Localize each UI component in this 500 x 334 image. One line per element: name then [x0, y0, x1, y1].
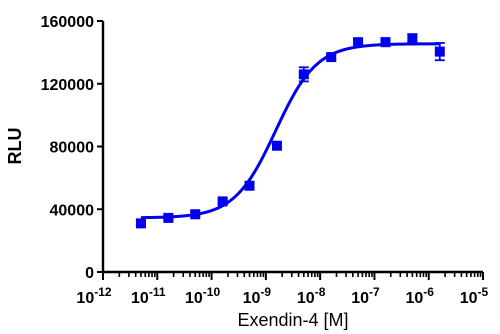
point-marker: [217, 196, 228, 207]
point-marker: [190, 209, 201, 220]
data-point: [217, 196, 228, 207]
data-point: [190, 209, 201, 220]
y-tick-label: 160000: [41, 14, 94, 31]
y-tick-label: 80000: [50, 140, 95, 157]
data-point: [298, 66, 309, 83]
point-marker: [163, 212, 174, 223]
point-marker: [407, 33, 418, 44]
data-point: [434, 42, 445, 62]
x-tick-label: 10-11: [131, 285, 166, 307]
data-point: [353, 37, 364, 48]
point-marker: [434, 46, 445, 57]
data-point: [271, 140, 282, 151]
y-axis-ticks: 0 40000 80000 120000 160000: [41, 14, 103, 282]
y-tick-label: 0: [85, 265, 94, 282]
x-tick-label: 10-6: [405, 285, 434, 307]
x-axis-ticks: 10-12 10-11 10-10 10-9 10-8 10-7 10-6 10-5: [76, 272, 489, 307]
x-axis-title: Exendin-4 [M]: [237, 310, 348, 330]
x-tick-label: 10-5: [460, 285, 489, 307]
point-marker: [353, 37, 364, 48]
x-tick-label: 10-10: [185, 285, 220, 307]
fit-curve: [140, 42, 440, 220]
x-tick-label: 10-7: [351, 285, 380, 307]
y-axis-title: RLU: [5, 128, 25, 165]
point-marker: [244, 180, 255, 191]
x-tick-label: 10-9: [243, 285, 272, 307]
data-points-layer: [135, 33, 445, 229]
data-point: [380, 37, 391, 48]
y-tick-label: 120000: [41, 77, 94, 94]
data-point: [163, 212, 174, 223]
data-point: [244, 180, 255, 191]
point-marker: [135, 218, 146, 229]
point-marker: [298, 69, 309, 80]
axes: [101, 21, 483, 274]
point-marker: [380, 37, 391, 48]
x-tick-label: 10-12: [76, 285, 111, 307]
point-marker: [326, 52, 337, 63]
fit-curve-layer: [140, 42, 440, 220]
x-tick-label: 10-8: [297, 285, 326, 307]
point-marker: [271, 140, 282, 151]
data-point: [135, 218, 146, 229]
y-tick-label: 40000: [50, 202, 95, 219]
data-point: [407, 33, 418, 44]
data-point: [326, 52, 337, 63]
